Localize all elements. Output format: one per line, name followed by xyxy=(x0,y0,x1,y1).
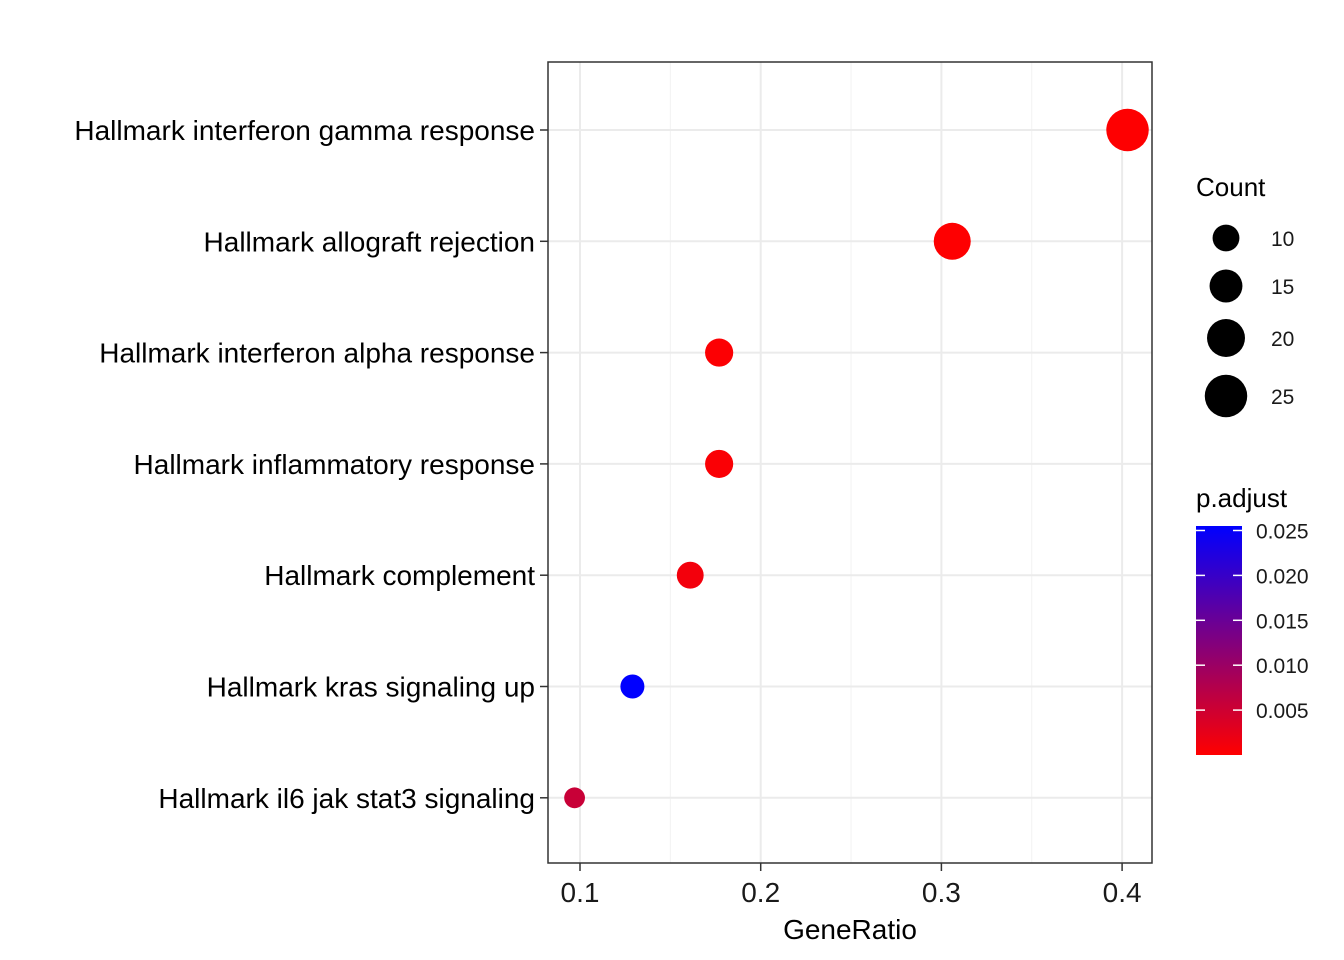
p-adjust-color-legend: p.adjust 0.005 0.010 0.015 0.020 0.025 xyxy=(1196,483,1309,755)
plot-panel xyxy=(548,62,1152,863)
count-legend-label: 15 xyxy=(1271,276,1294,299)
data-point xyxy=(933,222,971,260)
p-adjust-legend-label: 0.010 xyxy=(1256,655,1309,678)
y-axis: Hallmark interferon gamma response Hallma… xyxy=(74,115,548,814)
x-axis-title: GeneRatio xyxy=(783,914,917,945)
p-adjust-legend-label: 0.015 xyxy=(1256,610,1309,633)
x-tick-label: 0.3 xyxy=(922,877,961,908)
x-tick-label: 0.4 xyxy=(1103,877,1142,908)
data-point xyxy=(564,787,585,809)
x-tick-label: 0.1 xyxy=(561,877,600,908)
data-points xyxy=(564,108,1149,809)
count-legend-key xyxy=(1204,374,1248,418)
data-point xyxy=(1106,108,1149,152)
y-tick-label: Hallmark complement xyxy=(264,560,535,591)
x-axis: 0.1 0.2 0.3 0.4 xyxy=(561,863,1142,908)
y-tick-label: Hallmark interferon alpha response xyxy=(99,338,535,369)
count-legend-key xyxy=(1207,319,1245,357)
y-tick-label: Hallmark allograft rejection xyxy=(204,226,535,257)
y-tick-label: Hallmark il6 jak stat3 signaling xyxy=(158,783,535,814)
count-legend-label: 10 xyxy=(1271,228,1294,251)
count-legend-title: Count xyxy=(1196,172,1266,202)
count-legend-label: 20 xyxy=(1271,328,1294,351)
p-adjust-legend-label: 0.025 xyxy=(1256,520,1309,543)
x-tick-label: 0.2 xyxy=(741,877,780,908)
count-size-legend: Count 10 15 20 25 xyxy=(1196,172,1294,418)
data-point xyxy=(705,449,734,478)
count-legend-key xyxy=(1209,269,1243,303)
p-adjust-legend-title: p.adjust xyxy=(1196,483,1288,513)
data-point xyxy=(705,338,734,367)
data-point xyxy=(620,674,645,699)
p-adjust-legend-label: 0.005 xyxy=(1256,700,1309,723)
grid-lines xyxy=(548,62,1152,863)
p-adjust-colorbar xyxy=(1196,526,1242,755)
count-legend-label: 25 xyxy=(1271,386,1294,409)
y-tick-label: Hallmark inflammatory response xyxy=(134,449,535,480)
y-tick-label: Hallmark interferon gamma response xyxy=(74,115,535,146)
y-tick-label: Hallmark kras signaling up xyxy=(207,672,535,703)
data-point xyxy=(676,561,704,589)
count-legend-key xyxy=(1212,224,1240,252)
plot-border xyxy=(547,61,1153,864)
p-adjust-legend-label: 0.020 xyxy=(1256,565,1309,588)
